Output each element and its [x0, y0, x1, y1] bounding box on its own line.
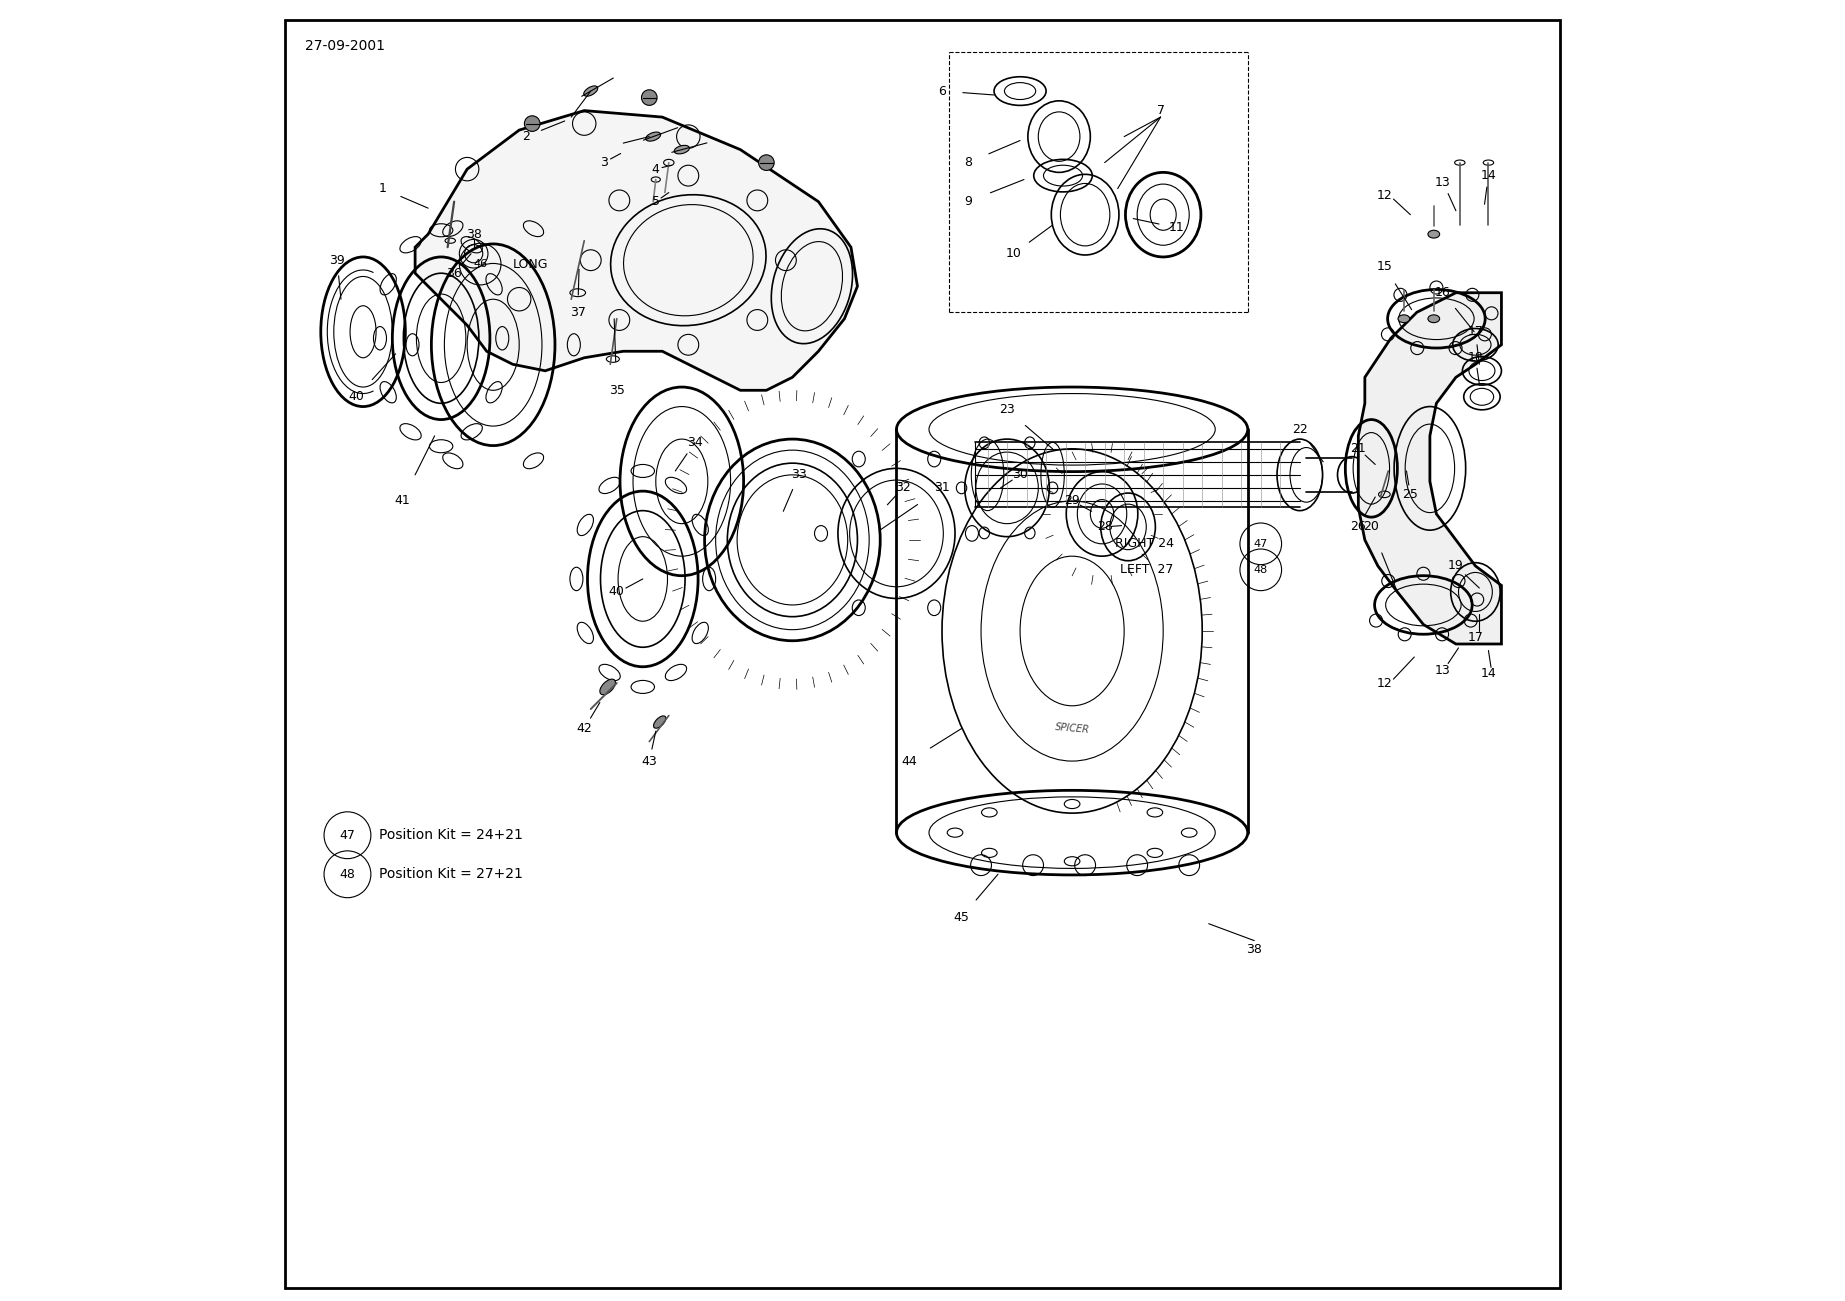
Text: 32: 32 [895, 481, 911, 494]
Text: 7: 7 [1157, 104, 1164, 117]
Text: 39: 39 [328, 254, 345, 267]
Text: 17: 17 [1467, 325, 1483, 338]
Text: 2: 2 [522, 130, 530, 143]
Text: 4: 4 [651, 163, 661, 176]
Ellipse shape [583, 86, 598, 96]
Text: 8: 8 [965, 156, 972, 169]
Ellipse shape [1428, 315, 1439, 323]
Text: 9: 9 [965, 195, 972, 208]
Text: 47: 47 [1253, 539, 1268, 549]
Text: 14: 14 [1480, 169, 1496, 182]
Text: 22: 22 [1292, 423, 1308, 436]
Text: 12: 12 [1376, 189, 1393, 202]
Text: SPICER: SPICER [1055, 722, 1090, 735]
Text: 48: 48 [1253, 565, 1268, 575]
Text: 38: 38 [465, 228, 482, 241]
Text: 20: 20 [1363, 520, 1380, 533]
Text: 15: 15 [1376, 260, 1393, 273]
Ellipse shape [1428, 230, 1439, 238]
Text: RIGHT 24: RIGHT 24 [1114, 537, 1173, 550]
Ellipse shape [646, 133, 661, 141]
Ellipse shape [1399, 315, 1410, 323]
Text: LEFT  27: LEFT 27 [1120, 563, 1173, 576]
Text: 12: 12 [1376, 677, 1393, 690]
Ellipse shape [653, 716, 666, 729]
Text: 48: 48 [339, 868, 356, 881]
Text: 30: 30 [1013, 468, 1028, 481]
Text: 5: 5 [651, 195, 661, 208]
Text: 42: 42 [576, 722, 592, 735]
Text: 34: 34 [686, 436, 703, 449]
Text: 17: 17 [1467, 631, 1483, 644]
Text: 47: 47 [339, 829, 356, 842]
Text: 35: 35 [609, 384, 625, 397]
Text: 13: 13 [1435, 176, 1450, 189]
Circle shape [642, 90, 657, 105]
Text: 45: 45 [954, 911, 969, 924]
Text: 1: 1 [378, 182, 386, 195]
Text: Position Kit = 24+21: Position Kit = 24+21 [378, 829, 522, 842]
Text: 46: 46 [472, 259, 487, 269]
Circle shape [758, 155, 775, 170]
Text: 44: 44 [902, 755, 917, 768]
Text: 29: 29 [1065, 494, 1079, 507]
Polygon shape [415, 111, 858, 390]
Text: 16: 16 [1435, 286, 1450, 299]
Text: 3: 3 [600, 156, 607, 169]
Text: 40: 40 [349, 390, 365, 403]
Text: 18: 18 [1467, 351, 1483, 364]
Text: 33: 33 [792, 468, 806, 481]
Ellipse shape [600, 679, 616, 695]
Ellipse shape [673, 146, 690, 154]
Text: 26: 26 [1351, 520, 1365, 533]
Text: 6: 6 [937, 85, 946, 98]
Text: 40: 40 [609, 585, 625, 598]
Circle shape [524, 116, 541, 131]
Text: 37: 37 [570, 306, 585, 319]
Text: 41: 41 [395, 494, 410, 507]
Text: 19: 19 [1448, 559, 1463, 572]
Text: 36: 36 [446, 267, 461, 280]
Text: 11: 11 [1168, 221, 1184, 234]
Text: 13: 13 [1435, 664, 1450, 677]
Text: 27-09-2001: 27-09-2001 [304, 39, 384, 52]
Text: 25: 25 [1402, 488, 1419, 501]
Text: LONG: LONG [513, 258, 548, 271]
Text: 38: 38 [1247, 943, 1262, 956]
Text: Position Kit = 27+21: Position Kit = 27+21 [378, 868, 522, 881]
Text: 21: 21 [1351, 442, 1365, 455]
Polygon shape [1358, 293, 1502, 644]
Text: 23: 23 [1000, 403, 1015, 416]
Text: 31: 31 [934, 481, 950, 494]
Text: 28: 28 [1096, 520, 1113, 533]
Text: 43: 43 [642, 755, 657, 768]
Text: 10: 10 [1006, 247, 1022, 260]
Text: 14: 14 [1480, 667, 1496, 680]
